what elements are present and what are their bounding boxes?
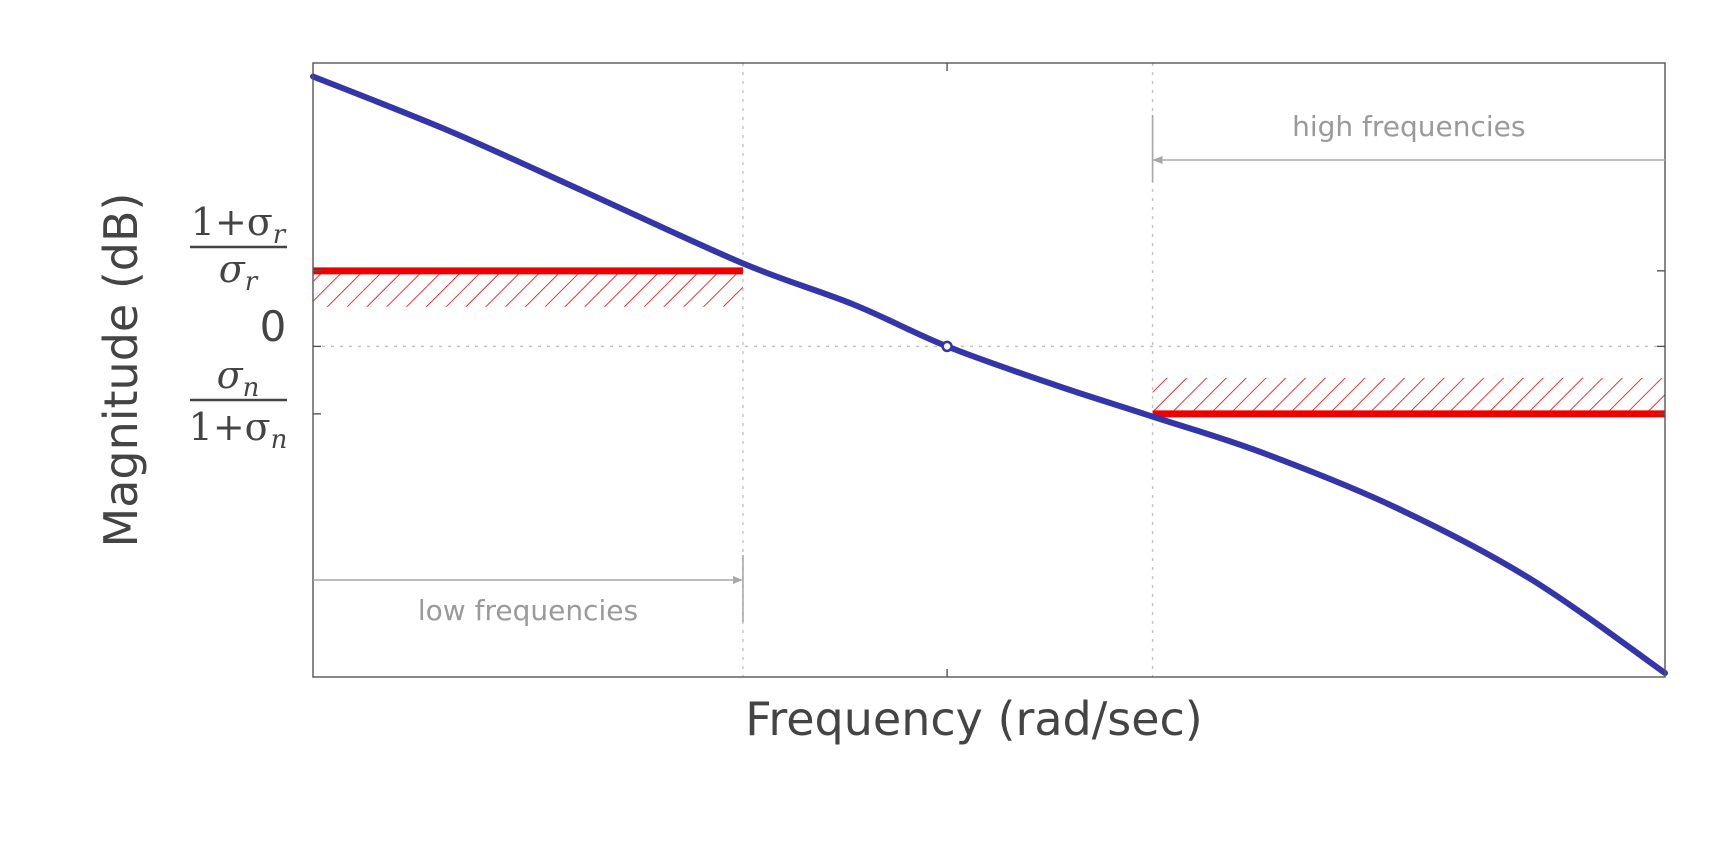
upper-numerator: 1+σr [191,200,287,250]
reference-lines [313,63,1665,677]
axis-ticks [313,63,1665,677]
low-frequencies-label: low frequencies [418,594,638,627]
y-tick-label-lower: σn 1+σn [189,353,288,455]
constraints [313,267,1665,418]
constraint-hatch-0 [313,270,743,307]
magnitude-curve [310,73,1668,676]
x-axis-title: Frequency (rad/sec) [745,692,1203,746]
crossover-marker [941,340,953,353]
y-axis-title: Magnitude (dB) [94,193,148,548]
upper-denominator: σr [219,247,259,297]
lower-numerator: σn [217,353,260,403]
constraint-hatch-1 [1152,377,1665,414]
high-frequencies-label: high frequencies [1292,110,1525,143]
annotations: low frequencies high frequencies [313,110,1665,627]
y-tick-label-upper: 1+σr σr [190,200,287,297]
lower-denominator: 1+σn [189,405,288,455]
plot-frame [312,62,1666,678]
y-tick-label-zero: 0 [260,302,287,351]
